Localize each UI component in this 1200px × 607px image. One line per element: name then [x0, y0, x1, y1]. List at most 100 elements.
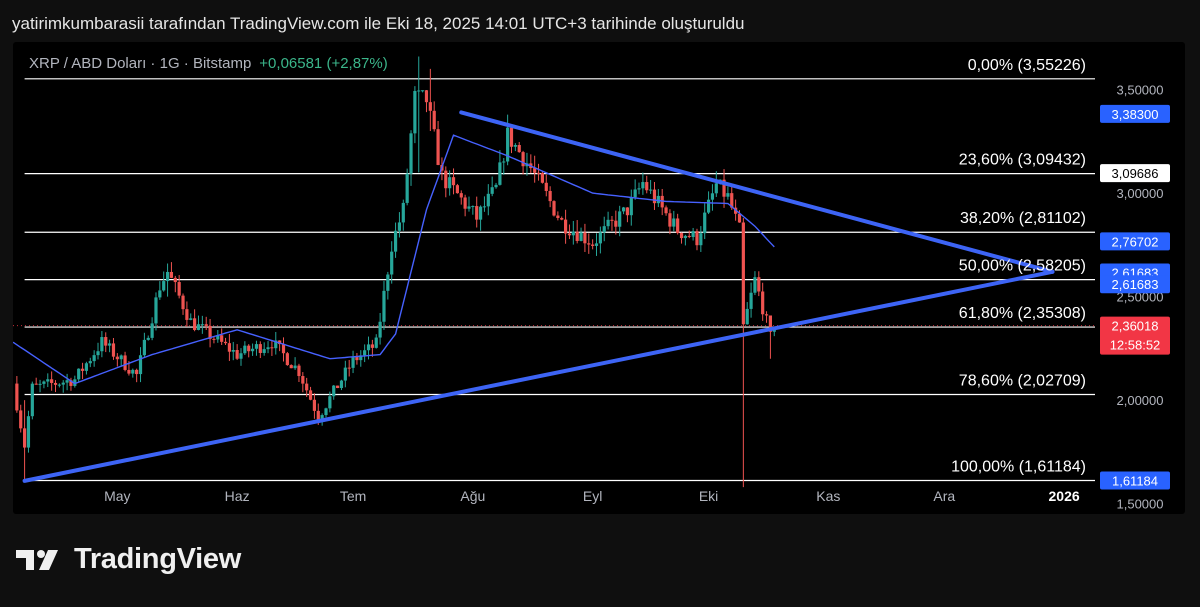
- trendlines-layer[interactable]: [22, 110, 1055, 483]
- price-badge: 1,61184: [1100, 471, 1170, 490]
- candle-body: [506, 127, 510, 162]
- price-chart[interactable]: 0,00% (3,55226) 23,60% (3,09432) 38,20% (2…: [13, 42, 1185, 514]
- candle-body: [131, 369, 135, 374]
- price-change: +0,06581 (+2,87%): [259, 55, 388, 72]
- fib-level-label: 0,00% (3,55226): [968, 57, 1086, 74]
- candle-body: [216, 335, 220, 340]
- candle-body: [382, 290, 386, 322]
- candle-body: [413, 90, 417, 134]
- time-tick-label: 2026: [1049, 488, 1080, 504]
- candle-body: [706, 199, 711, 213]
- fib-level-label: 23,60% (3,09432): [959, 152, 1086, 169]
- time-tick-label: Tem: [340, 488, 366, 504]
- candle-body: [448, 177, 452, 189]
- candle-body: [363, 350, 367, 356]
- candle-body: [305, 383, 309, 391]
- price-tick-label: 2,00000: [1117, 393, 1164, 408]
- time-tick-label: Kas: [816, 488, 840, 504]
- candle-body: [625, 207, 630, 216]
- candle-body: [730, 193, 734, 208]
- candle-body: [115, 356, 119, 360]
- candle-body: [645, 182, 649, 191]
- tradingview-logo-icon: [16, 549, 58, 570]
- candle-body: [490, 187, 494, 194]
- price-tick-label: 2,50000: [1117, 290, 1164, 305]
- candle-body: [513, 145, 517, 147]
- candle-body: [401, 202, 405, 223]
- candle-body: [208, 325, 212, 339]
- candle-body: [336, 385, 340, 389]
- candle-body: [42, 381, 46, 384]
- brand[interactable]: TradingView: [16, 543, 241, 576]
- candle-body: [722, 179, 726, 197]
- candle-body: [88, 361, 92, 364]
- candle-body: [173, 277, 177, 283]
- candle-body: [193, 318, 197, 330]
- time-axis[interactable]: May Haz Tem Ağu Eyl Eki Kas Ara 2026: [104, 488, 1080, 504]
- candle-body: [30, 383, 34, 417]
- candle-body: [444, 170, 448, 189]
- candle-body: [169, 271, 174, 278]
- candle-body: [552, 201, 556, 216]
- candle-body: [486, 193, 490, 207]
- candle-body: [494, 184, 498, 188]
- chart-caption: yatirimkumbarasii tarafından TradingView…: [12, 14, 745, 33]
- symbol-title: XRP / ABD Doları · 1G · Bitstamp: [29, 55, 252, 72]
- candle-body: [606, 219, 610, 227]
- candle-body: [641, 182, 645, 189]
- candle-body: [583, 232, 587, 244]
- brand-name: TradingView: [74, 543, 241, 575]
- candle-body: [61, 382, 65, 385]
- candle-body: [96, 351, 100, 356]
- price-badge: 3,09686: [1100, 164, 1170, 183]
- candle-body: [451, 177, 456, 186]
- price-axis[interactable]: 3,50000 3,00000 2,50000 2,00000 1,50000: [1117, 83, 1164, 512]
- candle-body: [274, 340, 278, 349]
- candle-body: [223, 341, 228, 344]
- fib-level-label: 50,00% (2,58205): [959, 258, 1086, 275]
- price-badge-label: 2,36018: [1112, 319, 1159, 334]
- candle-body: [397, 222, 402, 231]
- candle-body: [266, 347, 270, 350]
- time-tick-label: Ağu: [460, 488, 485, 504]
- candle-body: [652, 189, 657, 204]
- moving-average-layer: [13, 134, 775, 385]
- candle-body: [475, 206, 479, 220]
- price-badge-box: [1100, 275, 1170, 294]
- candle-body: [289, 365, 293, 369]
- candle-body: [753, 277, 757, 293]
- candle-body: [741, 222, 745, 325]
- candle-body: [22, 428, 27, 448]
- price-badge-label: 3,38300: [1112, 107, 1159, 122]
- chart-panel[interactable]: 0,00% (3,55226) 23,60% (3,09432) 38,20% (2…: [13, 42, 1185, 514]
- candle-body: [370, 344, 374, 348]
- candle-body: [92, 355, 96, 362]
- fib-level-label: 100,00% (1,61184): [951, 458, 1086, 475]
- candle-body: [301, 376, 305, 384]
- candle-body: [478, 206, 483, 220]
- candle-body: [212, 338, 216, 340]
- symbol-header: XRP / ABD Doları · 1G · Bitstamp +0,06581…: [29, 55, 388, 72]
- candle-body: [254, 344, 259, 349]
- candle-body: [467, 206, 471, 209]
- candle-body: [610, 219, 614, 221]
- candle-body: [393, 230, 398, 252]
- candle-body: [374, 337, 378, 348]
- candle-body: [57, 384, 61, 386]
- candle-body: [679, 233, 684, 239]
- candle-body: [285, 353, 289, 366]
- candle-body: [471, 206, 475, 208]
- candle-body: [111, 343, 116, 357]
- candle-body: [366, 344, 371, 351]
- candle-body: [533, 168, 537, 173]
- candle-body: [668, 213, 672, 227]
- moving-average-line: [13, 134, 775, 385]
- candle-body: [649, 189, 653, 191]
- fibonacci-retracement[interactable]: [24, 78, 1095, 482]
- price-badge-label: 3,09686: [1112, 166, 1159, 181]
- candle-body: [687, 235, 691, 238]
- price-badge-countdown: 12:58:52: [1110, 338, 1161, 353]
- candle-body: [602, 226, 606, 233]
- candle-body: [745, 308, 749, 325]
- candle-body: [482, 206, 487, 208]
